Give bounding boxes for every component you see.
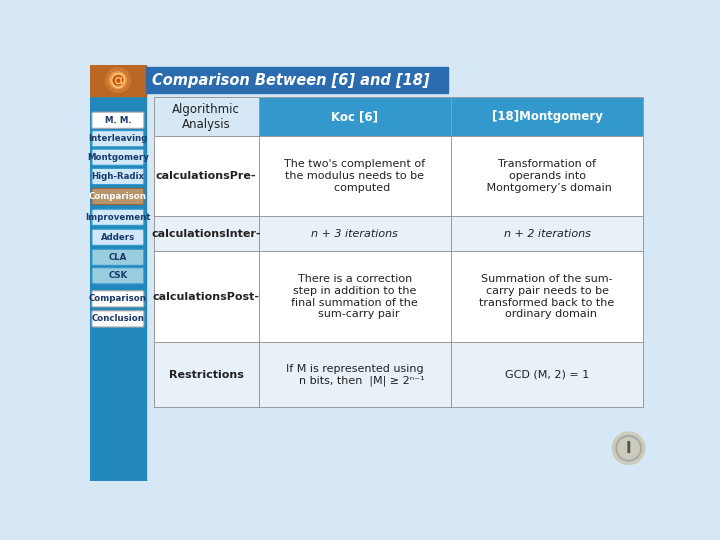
Bar [259,252,451,342]
FancyBboxPatch shape [92,131,144,147]
Text: The two's complement of
the modulus needs to be
    computed: The two's complement of the modulus need… [284,159,426,193]
Text: calculationsPost-: calculationsPost- [153,292,260,302]
Bar [153,216,259,252]
Text: Summation of the sum-
carry pair needs to be
transformed back to the
  ordinary : Summation of the sum- carry pair needs t… [480,274,615,319]
FancyBboxPatch shape [92,188,144,205]
Text: If M is represented using
    n bits, then  |M| ≥ 2ⁿ⁻¹: If M is represented using n bits, then |… [285,363,425,386]
Text: CSK: CSK [108,271,127,280]
Bar [90,65,145,96]
Text: n + 2 iterations: n + 2 iterations [504,229,590,239]
FancyBboxPatch shape [92,291,144,307]
Text: Comparison: Comparison [89,192,147,201]
Bar [451,342,644,407]
Text: Comparison Between [6] and [18]: Comparison Between [6] and [18] [152,73,430,87]
Bar [259,342,451,407]
FancyBboxPatch shape [92,149,144,165]
Bar [451,97,644,136]
Text: Adders: Adders [101,233,135,242]
FancyBboxPatch shape [92,112,144,129]
Bar [259,136,451,216]
Text: Koc [6]: Koc [6] [331,110,378,123]
Text: Algorithmic
Analysis: Algorithmic Analysis [172,103,240,131]
FancyBboxPatch shape [92,168,144,185]
Text: There is a correction
step in addition to the
final summation of the
  sum-carry: There is a correction step in addition t… [292,274,418,319]
Text: GCD (M, 2) = 1: GCD (M, 2) = 1 [505,369,589,380]
Circle shape [612,432,645,464]
Text: [18]Montgomery: [18]Montgomery [492,110,603,123]
Bar [451,136,644,216]
Text: Interleaving: Interleaving [89,134,148,143]
Circle shape [106,68,130,92]
Circle shape [113,76,122,85]
Text: I: I [626,441,631,456]
Text: Improvement: Improvement [85,213,150,222]
FancyBboxPatch shape [92,311,144,327]
Text: Restrictions: Restrictions [168,369,243,380]
Text: Montgomery: Montgomery [87,153,149,161]
Bar [259,216,451,252]
Bar [90,65,145,481]
Text: n + 3 iterations: n + 3 iterations [312,229,398,239]
Bar [451,252,644,342]
Bar [153,97,259,136]
Bar [153,342,259,407]
Bar [145,67,448,93]
Text: @: @ [109,71,126,89]
Text: Comparison: Comparison [89,294,147,303]
Text: calculationsPre-: calculationsPre- [156,171,256,181]
Bar [451,216,644,252]
Text: Conclusion: Conclusion [91,314,144,323]
Text: CLA: CLA [109,253,127,262]
Circle shape [109,72,127,89]
FancyBboxPatch shape [92,209,144,225]
Bar [259,97,451,136]
Text: calculationsInter-: calculationsInter- [151,229,261,239]
Text: Transformation of
operands into
 Montgomery’s domain: Transformation of operands into Montgome… [482,159,611,193]
FancyBboxPatch shape [92,268,144,284]
FancyBboxPatch shape [92,229,144,245]
Text: High-Radix: High-Radix [91,172,145,181]
Bar [153,252,259,342]
Bar [153,136,259,216]
FancyBboxPatch shape [92,249,144,265]
Text: M. M.: M. M. [104,116,131,125]
